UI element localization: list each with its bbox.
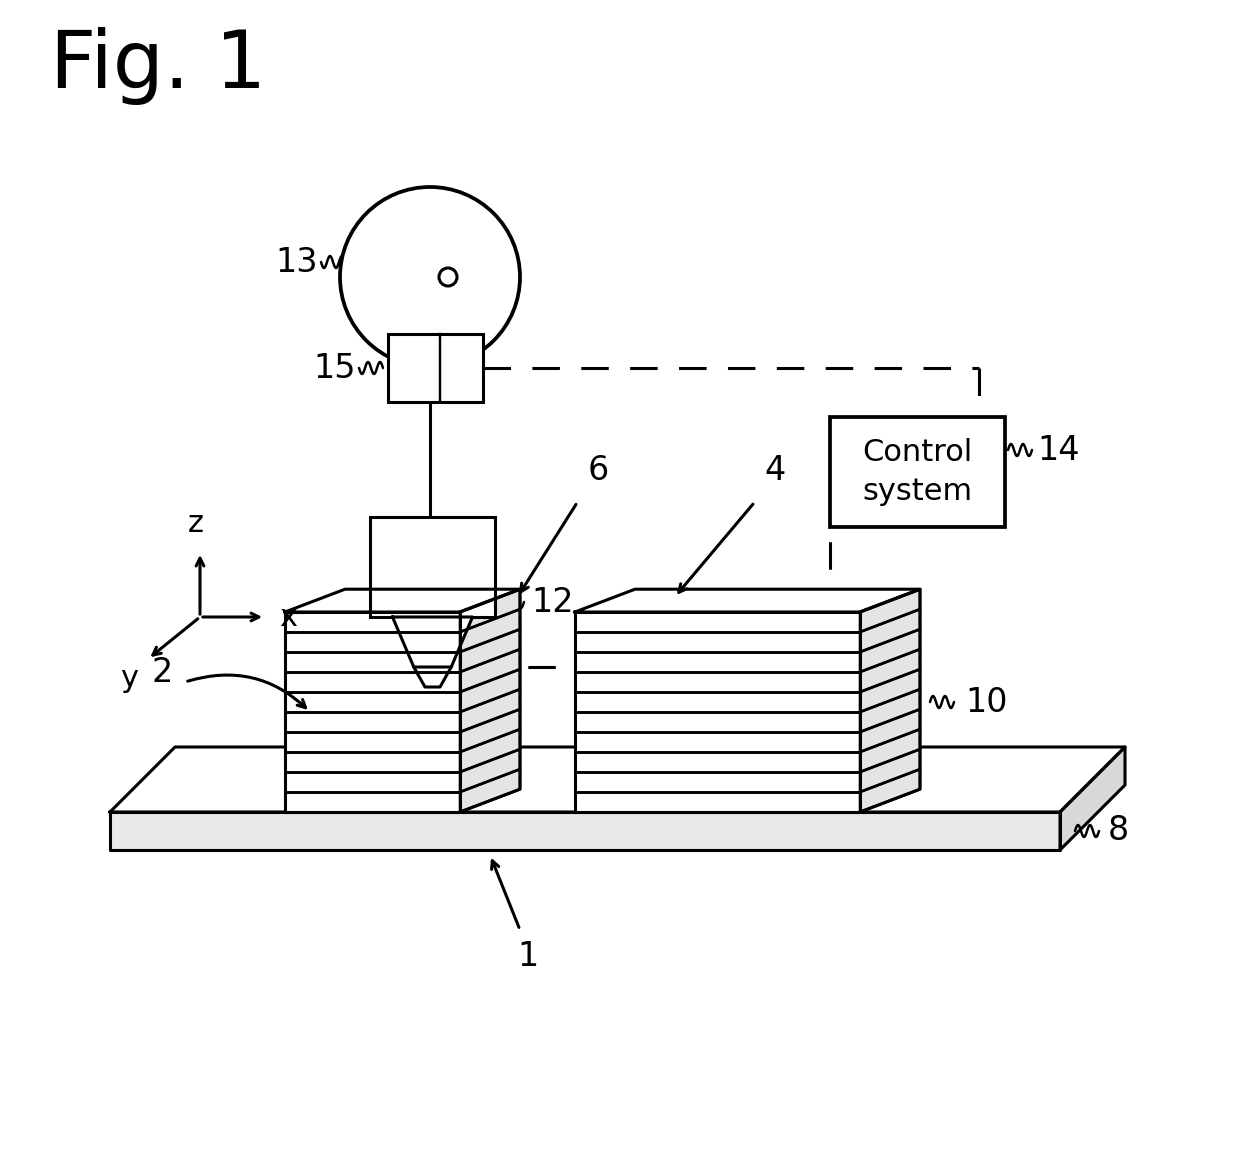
Polygon shape — [575, 752, 861, 772]
Polygon shape — [575, 612, 861, 632]
Polygon shape — [460, 690, 520, 732]
Polygon shape — [575, 793, 861, 812]
Polygon shape — [285, 672, 460, 692]
Polygon shape — [460, 669, 520, 712]
Polygon shape — [861, 610, 920, 653]
Text: 15: 15 — [314, 352, 356, 384]
Text: 14: 14 — [1037, 434, 1080, 466]
Bar — [388, 334, 484, 401]
Polygon shape — [285, 692, 460, 712]
Polygon shape — [861, 589, 920, 632]
Text: 11: 11 — [350, 650, 392, 684]
Polygon shape — [460, 649, 520, 692]
Text: 10: 10 — [965, 685, 1007, 718]
Polygon shape — [414, 666, 451, 687]
Polygon shape — [575, 672, 861, 692]
Polygon shape — [861, 769, 920, 812]
Polygon shape — [575, 772, 861, 793]
Text: z: z — [188, 509, 203, 538]
Polygon shape — [285, 632, 460, 653]
Text: y: y — [120, 664, 138, 693]
Polygon shape — [460, 610, 520, 653]
Polygon shape — [285, 712, 460, 732]
Polygon shape — [460, 750, 520, 793]
Polygon shape — [285, 772, 460, 793]
Text: Fig. 1: Fig. 1 — [50, 27, 267, 105]
Polygon shape — [861, 709, 920, 752]
Text: 8: 8 — [1109, 815, 1130, 847]
Polygon shape — [460, 589, 520, 632]
Polygon shape — [285, 653, 460, 672]
Polygon shape — [285, 732, 460, 752]
Text: 4: 4 — [765, 454, 786, 487]
Polygon shape — [393, 617, 472, 666]
Polygon shape — [575, 653, 861, 672]
Text: x: x — [279, 603, 298, 632]
Text: 1: 1 — [517, 939, 538, 973]
Text: Control
system: Control system — [862, 439, 972, 506]
Polygon shape — [861, 729, 920, 772]
Polygon shape — [285, 752, 460, 772]
Polygon shape — [575, 712, 861, 732]
Polygon shape — [285, 793, 460, 812]
Polygon shape — [575, 692, 861, 712]
Polygon shape — [861, 750, 920, 793]
Polygon shape — [575, 732, 861, 752]
Polygon shape — [285, 589, 520, 612]
Polygon shape — [460, 709, 520, 752]
Polygon shape — [861, 669, 920, 712]
Polygon shape — [1060, 747, 1125, 850]
Polygon shape — [861, 649, 920, 692]
Polygon shape — [460, 769, 520, 812]
Text: 2: 2 — [151, 656, 174, 688]
Text: 12: 12 — [531, 585, 574, 619]
Polygon shape — [861, 690, 920, 732]
Text: 13: 13 — [275, 245, 317, 279]
Polygon shape — [861, 629, 920, 672]
Text: 6: 6 — [588, 454, 609, 487]
Polygon shape — [460, 629, 520, 672]
Polygon shape — [110, 747, 1125, 812]
Bar — [830, 417, 1004, 526]
Polygon shape — [285, 612, 460, 632]
Bar — [370, 517, 495, 617]
Circle shape — [340, 187, 520, 367]
Polygon shape — [575, 632, 861, 653]
Polygon shape — [460, 729, 520, 772]
Polygon shape — [575, 589, 920, 612]
Polygon shape — [110, 812, 1060, 850]
